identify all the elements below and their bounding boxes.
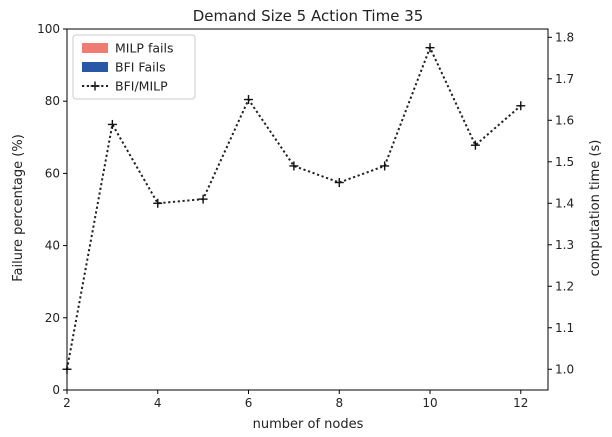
y-tick-label: 0	[52, 383, 60, 397]
x-tick-label: 6	[245, 396, 253, 410]
y-axis-ticks: 0 20 40 60 80 100	[37, 22, 67, 397]
x-tick-label: 12	[513, 396, 528, 410]
y-axis-label: Failure percentage (%)	[11, 134, 26, 282]
y-right-tick-label: 1.4	[555, 196, 574, 210]
y-right-tick-label: 1.6	[555, 113, 574, 127]
y-tick-label: 60	[45, 166, 60, 180]
x-tick-label: 4	[154, 396, 162, 410]
legend-label: MILP fails	[115, 41, 173, 56]
data-point-marker	[107, 119, 117, 129]
data-point-marker	[198, 194, 208, 204]
y-right-tick-label: 1.3	[555, 238, 574, 252]
x-tick-label: 8	[335, 396, 343, 410]
y-right-tick-label: 1.5	[555, 155, 574, 169]
legend-item: BFI/MILP	[82, 79, 168, 94]
data-point-marker	[470, 140, 480, 150]
chart-title: Demand Size 5 Action Time 35	[193, 7, 424, 25]
legend: MILP fails BFI Fails BFI/MILP	[72, 34, 196, 100]
legend-label: BFI Fails	[115, 60, 166, 75]
data-point-marker	[516, 101, 526, 111]
y-tick-label: 20	[45, 311, 60, 325]
y-right-tick-label: 1.1	[555, 321, 574, 335]
data-point-marker	[380, 161, 390, 171]
legend-label: BFI/MILP	[115, 79, 168, 94]
data-point-marker	[289, 161, 299, 171]
y-tick-label: 80	[45, 94, 60, 108]
legend-swatch	[82, 43, 108, 53]
y-right-tick-label: 1.8	[555, 30, 574, 44]
y-right-tick-label: 1.7	[555, 72, 574, 86]
y-right-tick-label: 1.0	[555, 362, 574, 376]
y-tick-label: 40	[45, 239, 60, 253]
data-point-marker	[153, 198, 163, 208]
y-tick-label: 100	[37, 22, 60, 36]
data-point-marker	[244, 95, 254, 105]
x-axis-ticks: 2 4 6 8 10 12	[63, 390, 528, 410]
x-axis-label: number of nodes	[253, 417, 364, 432]
data-point-marker	[425, 43, 435, 53]
y-right-tick-label: 1.2	[555, 279, 574, 293]
legend-item: MILP fails	[82, 41, 173, 56]
y-axis-right-ticks: 1.0 1.1 1.2 1.3 1.4 1.5 1.6 1.7 1.8	[548, 30, 574, 376]
legend-item: BFI Fails	[82, 60, 166, 75]
legend-swatch	[82, 62, 108, 72]
data-point-marker	[334, 178, 344, 188]
plot-frame	[66, 28, 549, 391]
x-tick-label: 2	[63, 396, 71, 410]
x-tick-label: 10	[422, 396, 437, 410]
y-axis-right-label: computation time (s)	[588, 140, 603, 277]
